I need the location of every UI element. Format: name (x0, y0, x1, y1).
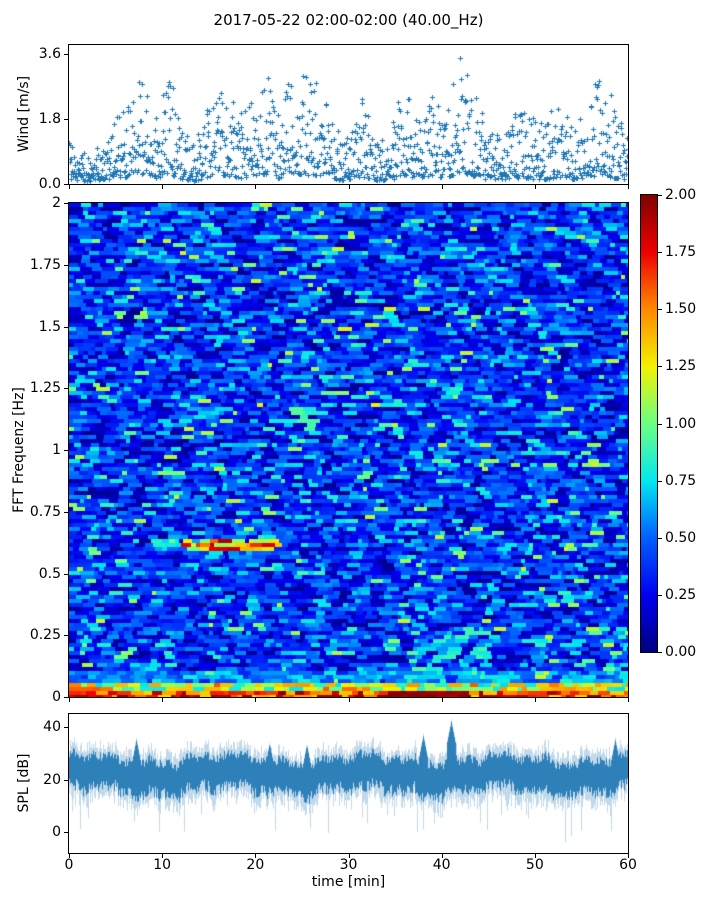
colorbar-tick-mark (658, 652, 662, 653)
colorbar-tick-mark (658, 423, 662, 425)
x-tick-mark (628, 698, 629, 702)
spec-y-tick-label: 2 (52, 195, 61, 211)
colorbar-tick-mark (658, 195, 662, 196)
spl-line-plot (68, 713, 629, 854)
x-tick-mark (69, 185, 70, 189)
y-tick-mark (64, 326, 69, 328)
wind-scatter-plot (68, 44, 629, 185)
x-tick-label: 20 (246, 857, 265, 873)
spec-y-tick-label: 1.25 (29, 380, 61, 397)
x-tick-label: 10 (153, 857, 172, 873)
spec-y-tick-label: 1.5 (38, 318, 61, 335)
x-tick-mark (348, 854, 350, 858)
y-tick-mark (64, 184, 69, 185)
y-tick-mark (64, 779, 69, 781)
spec-y-tick-label: 1.75 (29, 256, 61, 273)
y-tick-mark (64, 450, 69, 451)
x-tick-mark (628, 854, 629, 858)
spec-y-tick-label: 0 (52, 689, 61, 705)
x-tick-mark (628, 185, 629, 189)
y-tick-mark (64, 119, 69, 120)
y-tick-mark (64, 388, 69, 390)
y-tick-mark (64, 511, 69, 513)
y-tick-mark (64, 203, 69, 204)
colorbar (640, 194, 658, 653)
colorbar-tick-label: 1.50 (665, 301, 697, 318)
x-tick-mark (348, 698, 350, 702)
x-tick-label: 30 (339, 857, 358, 873)
wind-y-tick-label: 1.8 (38, 111, 61, 127)
x-tick-mark (255, 698, 257, 702)
x-tick-mark (162, 185, 164, 189)
x-tick-mark (534, 185, 536, 189)
x-tick-mark (441, 698, 443, 702)
wind-y-tick-label: 3.6 (38, 46, 61, 63)
colorbar-tick-label: 0.75 (665, 472, 697, 489)
x-tick-mark (162, 854, 164, 858)
wind-y-tick-label: 0.0 (38, 176, 61, 192)
y-tick-mark (64, 264, 69, 266)
x-tick-label: 50 (525, 857, 544, 873)
x-tick-label: 40 (432, 857, 451, 873)
colorbar-tick-label: 0.00 (665, 644, 697, 660)
spl-y-tick-label: 20 (43, 771, 61, 788)
time-axis-label: time [min] (311, 874, 386, 890)
spl-y-tick-label: 0 (52, 824, 61, 841)
spec-y-tick-label: 0.25 (29, 627, 61, 644)
y-tick-mark (64, 635, 69, 637)
colorbar-tick-label: 1.25 (665, 358, 697, 375)
spec-y-tick-label: 0.5 (38, 565, 61, 582)
colorbar-tick-label: 1.75 (665, 244, 697, 261)
colorbar-tick-mark (658, 537, 662, 539)
x-tick-mark (534, 698, 536, 702)
colorbar-tick-label: 0.25 (665, 586, 697, 603)
x-tick-mark (348, 185, 350, 189)
y-tick-mark (64, 573, 69, 575)
x-tick-label: 0 (64, 857, 74, 873)
spl-y-tick-label: 40 (43, 719, 61, 736)
x-tick-mark (534, 854, 536, 858)
colorbar-tick-mark (658, 594, 662, 596)
y-tick-mark (64, 832, 69, 834)
x-tick-mark (255, 185, 257, 189)
x-tick-label: 60 (619, 857, 637, 873)
colorbar-tick-mark (658, 366, 662, 368)
x-tick-mark (69, 698, 70, 702)
y-tick-mark (64, 54, 69, 56)
x-tick-mark (162, 698, 164, 702)
x-tick-mark (69, 854, 70, 858)
spec-y-tick-label: 0.75 (29, 503, 61, 520)
colorbar-tick-mark (658, 309, 662, 311)
colorbar-tick-mark (658, 480, 662, 482)
y-tick-mark (64, 697, 69, 698)
colorbar-tick-mark (658, 252, 662, 254)
colorbar-tick-label: 2.00 (665, 187, 697, 203)
x-tick-mark (441, 854, 443, 858)
figure-title: 2017-05-22 02:00-02:00 (40.00_Hz) (213, 11, 484, 29)
spectrogram-heatmap (68, 202, 629, 698)
colorbar-tick-label: 1.00 (665, 415, 697, 432)
x-tick-mark (441, 185, 443, 189)
y-tick-mark (64, 727, 69, 729)
colorbar-tick-label: 0.50 (665, 529, 697, 546)
x-tick-mark (255, 854, 257, 858)
spec-y-tick-label: 1 (52, 442, 61, 458)
